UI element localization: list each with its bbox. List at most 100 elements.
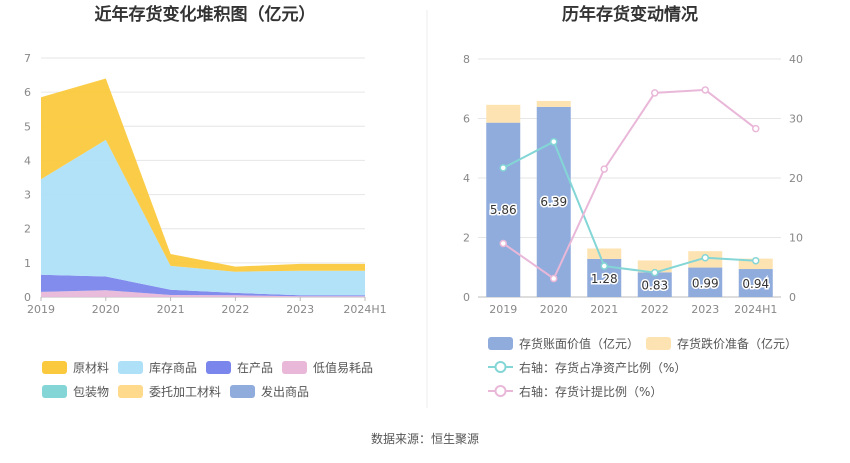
right-x-tick-label: 2020 [540,303,568,316]
right-left-y-tick-label: 0 [463,291,470,304]
area-series-2 [41,274,365,297]
right-right-y-tick-label: 0 [789,291,796,304]
left-y-tick-label: 4 [24,154,31,167]
left-legend-item: 在产品 [206,361,273,375]
legend-label: 发出商品 [261,384,309,399]
bar-impairment [536,100,571,107]
left-legend-item: 库存商品 [118,360,197,375]
line-point [499,239,507,248]
left-x-tick-label: 2019 [27,303,55,316]
legend-marker [494,361,507,373]
right-right-y-tick-label: 20 [789,172,803,185]
bar-book-value [738,269,773,297]
left-legend-item: 发出商品 [230,384,309,399]
area-series-0 [41,78,365,272]
legend-label: 在产品 [237,361,273,375]
area-series-1 [41,139,365,296]
right-x-tick-label: 2021 [590,303,618,316]
right-legend-item: 存货跌价准备（亿元） [646,336,797,351]
line-point [499,164,507,172]
bar-value-label: 0.94 [742,277,769,291]
line-point [701,86,709,94]
left-y-tick-label: 1 [24,257,31,270]
left-x-tick-label: 2024H1 [343,303,386,316]
line-series-0 [502,140,756,274]
bar-value-label: 6.39 [540,195,567,209]
line-point [651,89,659,97]
bar-impairment [637,260,672,273]
legend-label: 存货跌价准备（亿元） [677,336,797,351]
left-y-tick-label: 3 [24,189,31,202]
line-point [550,274,558,283]
legend-label: 右轴：存货计提比例（%） [519,384,662,399]
right-right-y-tick-label: 40 [789,53,803,66]
bar-book-value [688,267,723,297]
legend-label: 包装物 [73,385,109,399]
data-source: 数据来源：恒生聚源 [371,431,479,446]
legend-label: 委托加工材料 [149,385,221,399]
legend-swatch [42,385,67,398]
bar-value-label: 1.28 [591,272,618,286]
left-legend-item: 低值易耗品 [282,360,373,375]
line-point [651,268,659,277]
left-x-tick-label: 2021 [157,303,185,316]
line-point [550,137,558,146]
legend-swatch [282,361,307,374]
bar-value-label: 0.99 [692,276,719,290]
left-x-tick-label: 2022 [221,303,249,316]
legend-swatch [118,385,143,398]
left-legend-item: 原材料 [42,361,109,375]
right-x-tick-label: 2022 [641,303,669,316]
line-series-1 [502,88,757,281]
right-left-y-axis: 0 2 4 6 8 [463,53,470,304]
right-right-y-axis: 0 10 20 30 40 [789,53,803,304]
left-y-tick-label: 5 [24,120,31,133]
legend-swatch [206,361,231,374]
legend-swatch [42,361,67,374]
right-bar-series [486,100,773,298]
right-gridlines [478,58,781,298]
legend-swatch [646,337,671,350]
bar-impairment [486,104,521,123]
left-y-axis: 0 1 2 3 4 5 6 7 [24,52,31,304]
right-legend-item: 右轴：存货占净资产比例（%） [488,360,686,375]
legend-marker [494,385,507,397]
legend-swatch [230,385,255,398]
right-legend: 存货账面价值（亿元） 存货跌价准备（亿元） 右轴：存货占净资产比例（%） 右轴：存货计… [488,336,797,399]
right-right-y-tick-label: 30 [789,113,803,126]
bar-value-label: 5.86 [490,203,517,217]
right-x-tick-label: 2023 [691,303,719,316]
left-x-tick-label: 2023 [286,303,314,316]
legend-swatch [488,337,513,350]
left-x-tick-label: 2020 [92,303,120,316]
right-right-y-tick-label: 10 [789,232,803,245]
right-left-y-tick-label: 4 [463,172,470,185]
line-point [701,253,709,262]
bar-impairment [587,248,622,259]
left-y-tick-label: 0 [24,291,31,304]
left-x-axis: 2019 2020 2021 2022 2023 2024H1 [27,297,387,316]
right-line-series: 5.86 6.39 1.28 0.83 0.99 0.94 [488,86,771,294]
bar-book-value [486,122,521,297]
legend-label: 原材料 [73,361,109,375]
bar-book-value [637,272,672,297]
left-y-tick-label: 7 [24,52,31,65]
left-y-tick-label: 6 [24,86,31,99]
line-point [600,262,608,270]
legend-label: 右轴：存货占净资产比例（%） [519,360,686,375]
right-legend-item: 存货账面价值（亿元） [488,336,639,351]
right-x-axis: 2019 2020 2021 2022 2023 2024H1 [489,303,777,316]
line-point [752,124,760,133]
left-legend-item: 包装物 [42,385,109,399]
left-chart-title: 近年存货变化堆积图（亿元） [95,4,316,25]
bar-value-label: 0.83 [641,279,668,293]
combo-bar-line-chart: 历年存货变动情况 5.866.391.28 0.83 0.99 0.94 02468 … [463,4,803,399]
right-left-y-tick-label: 6 [463,113,470,126]
line-point [752,256,760,265]
legend-label: 低值易耗品 [313,360,373,375]
right-x-tick-label: 2019 [489,303,517,316]
right-left-y-tick-label: 8 [463,53,470,66]
